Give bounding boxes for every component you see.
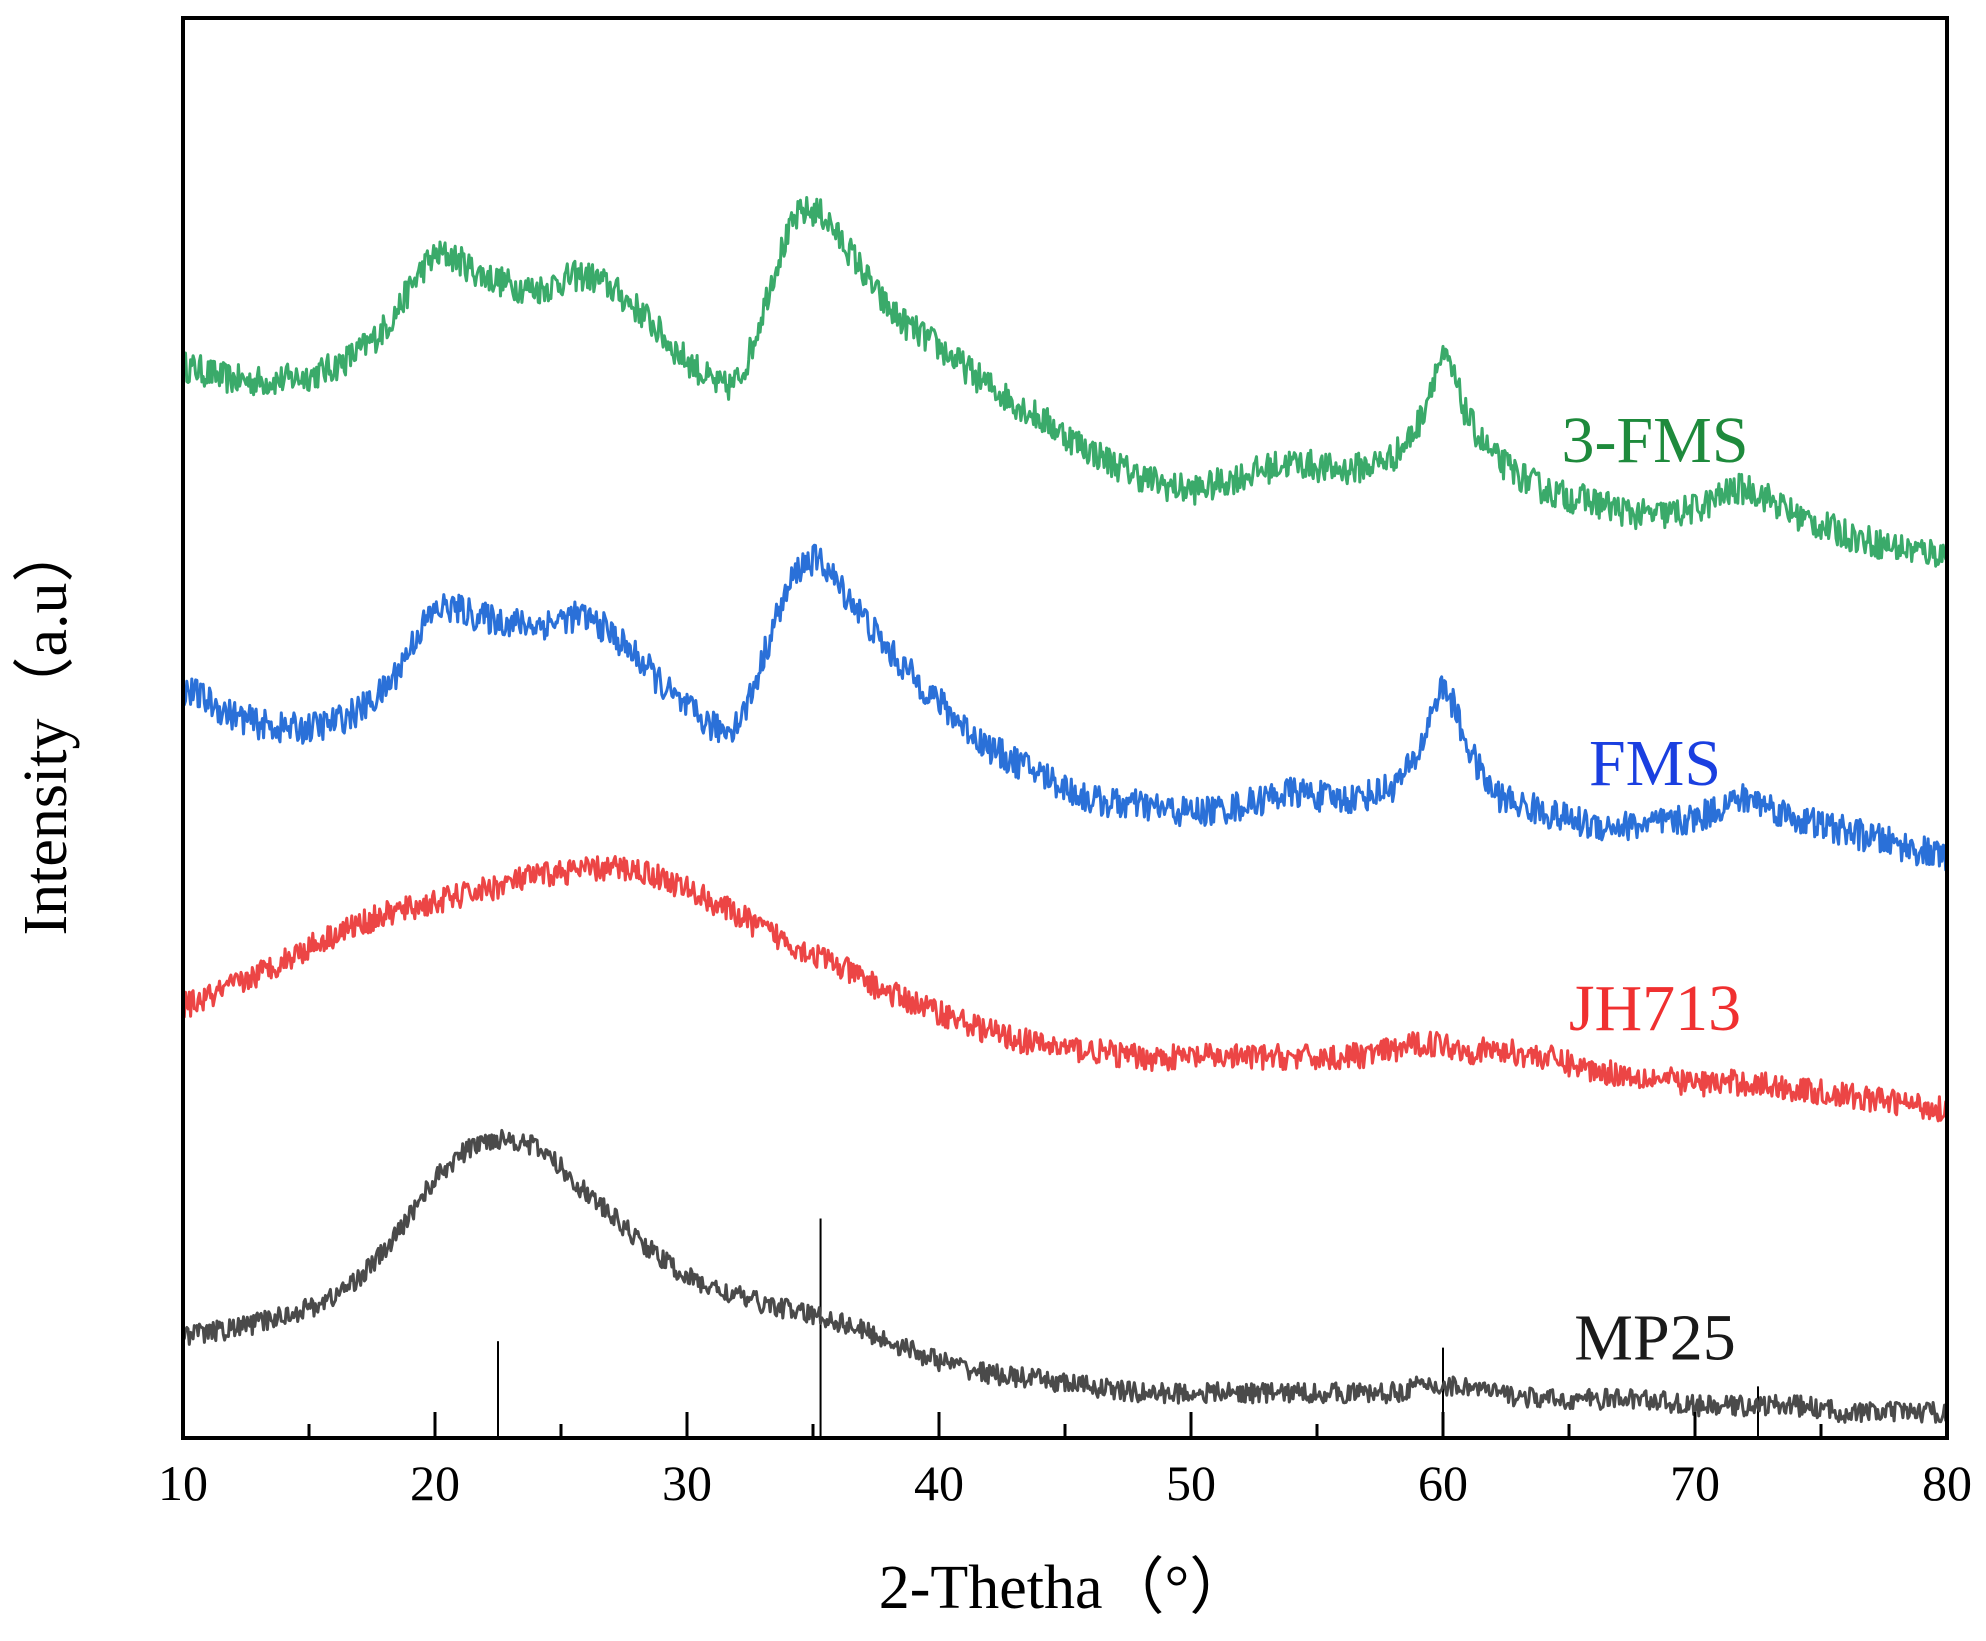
x-tick-label: 30 — [662, 1455, 712, 1511]
x-tick-label: 60 — [1418, 1455, 1468, 1511]
series-label-fms: FMS — [1589, 727, 1721, 800]
x-tick-label: 20 — [410, 1455, 460, 1511]
series-label-mp25: MP25 — [1574, 1301, 1735, 1374]
series-labels: 3-FMS FMS JH713 MP25 — [1561, 404, 1748, 1374]
series-line-jh713 — [181, 855, 1949, 1123]
x-tick-label: 80 — [1922, 1455, 1972, 1511]
x-tick-label: 40 — [914, 1455, 964, 1511]
series-label-3-fms: 3-FMS — [1561, 404, 1748, 477]
x-tick-label: 70 — [1670, 1455, 1720, 1511]
series-line-mp25 — [181, 1128, 1949, 1424]
series-line-3-fms — [181, 196, 1949, 568]
x-tick-label: 50 — [1166, 1455, 1216, 1511]
series-layer — [181, 196, 1949, 1424]
series-line-fms — [181, 543, 1949, 872]
x-tick-labels: 10 20 30 40 50 60 70 80 — [158, 1455, 1972, 1511]
x-tick-label: 10 — [158, 1455, 208, 1511]
series-label-jh713: JH713 — [1569, 972, 1741, 1045]
x-ticks — [181, 1412, 1949, 1438]
y-axis-title: Intensity（a.u） — [12, 521, 80, 936]
x-axis-title: 2-Thetha（°） — [879, 1554, 1252, 1622]
